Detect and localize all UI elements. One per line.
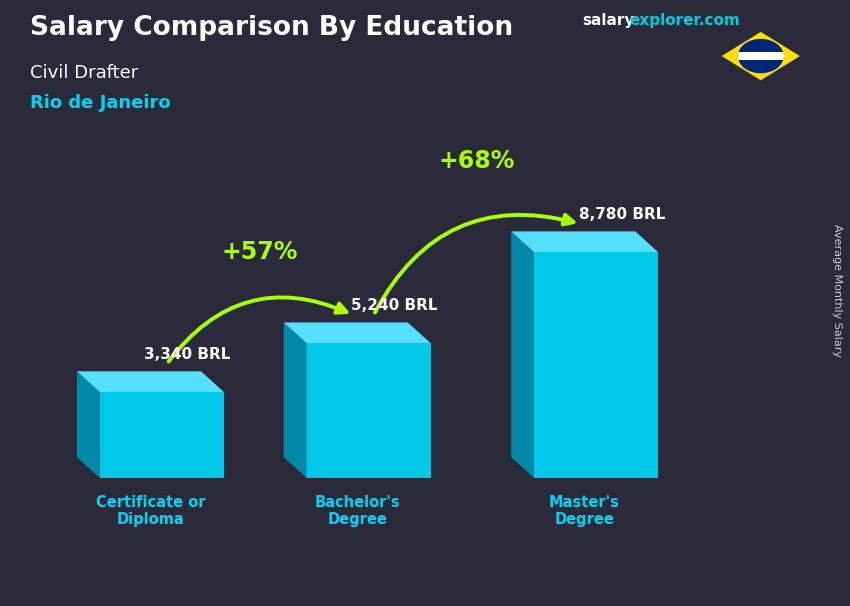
Polygon shape xyxy=(77,371,99,478)
Text: Civil Drafter: Civil Drafter xyxy=(30,64,138,82)
Text: 3,340 BRL: 3,340 BRL xyxy=(144,347,230,362)
Polygon shape xyxy=(722,32,800,80)
Polygon shape xyxy=(511,231,534,478)
Polygon shape xyxy=(534,252,658,478)
Text: Average Monthly Salary: Average Monthly Salary xyxy=(832,224,842,358)
Polygon shape xyxy=(284,322,430,343)
Text: +68%: +68% xyxy=(439,149,515,173)
Polygon shape xyxy=(307,343,430,478)
Text: Certificate or
Diploma: Certificate or Diploma xyxy=(95,494,205,527)
Bar xyxy=(738,52,784,60)
Text: Bachelor's
Degree: Bachelor's Degree xyxy=(314,494,400,527)
Text: salary: salary xyxy=(582,13,635,28)
Text: Rio de Janeiro: Rio de Janeiro xyxy=(30,94,170,112)
Text: Salary Comparison By Education: Salary Comparison By Education xyxy=(30,15,513,41)
Circle shape xyxy=(738,39,784,73)
Polygon shape xyxy=(77,371,224,392)
Text: 8,780 BRL: 8,780 BRL xyxy=(579,207,665,222)
Polygon shape xyxy=(99,392,224,478)
Text: Master's
Degree: Master's Degree xyxy=(549,494,620,527)
Text: 5,240 BRL: 5,240 BRL xyxy=(351,298,438,313)
Text: +57%: +57% xyxy=(222,241,298,264)
Polygon shape xyxy=(284,322,307,478)
Text: explorer.com: explorer.com xyxy=(629,13,740,28)
Polygon shape xyxy=(511,231,658,252)
